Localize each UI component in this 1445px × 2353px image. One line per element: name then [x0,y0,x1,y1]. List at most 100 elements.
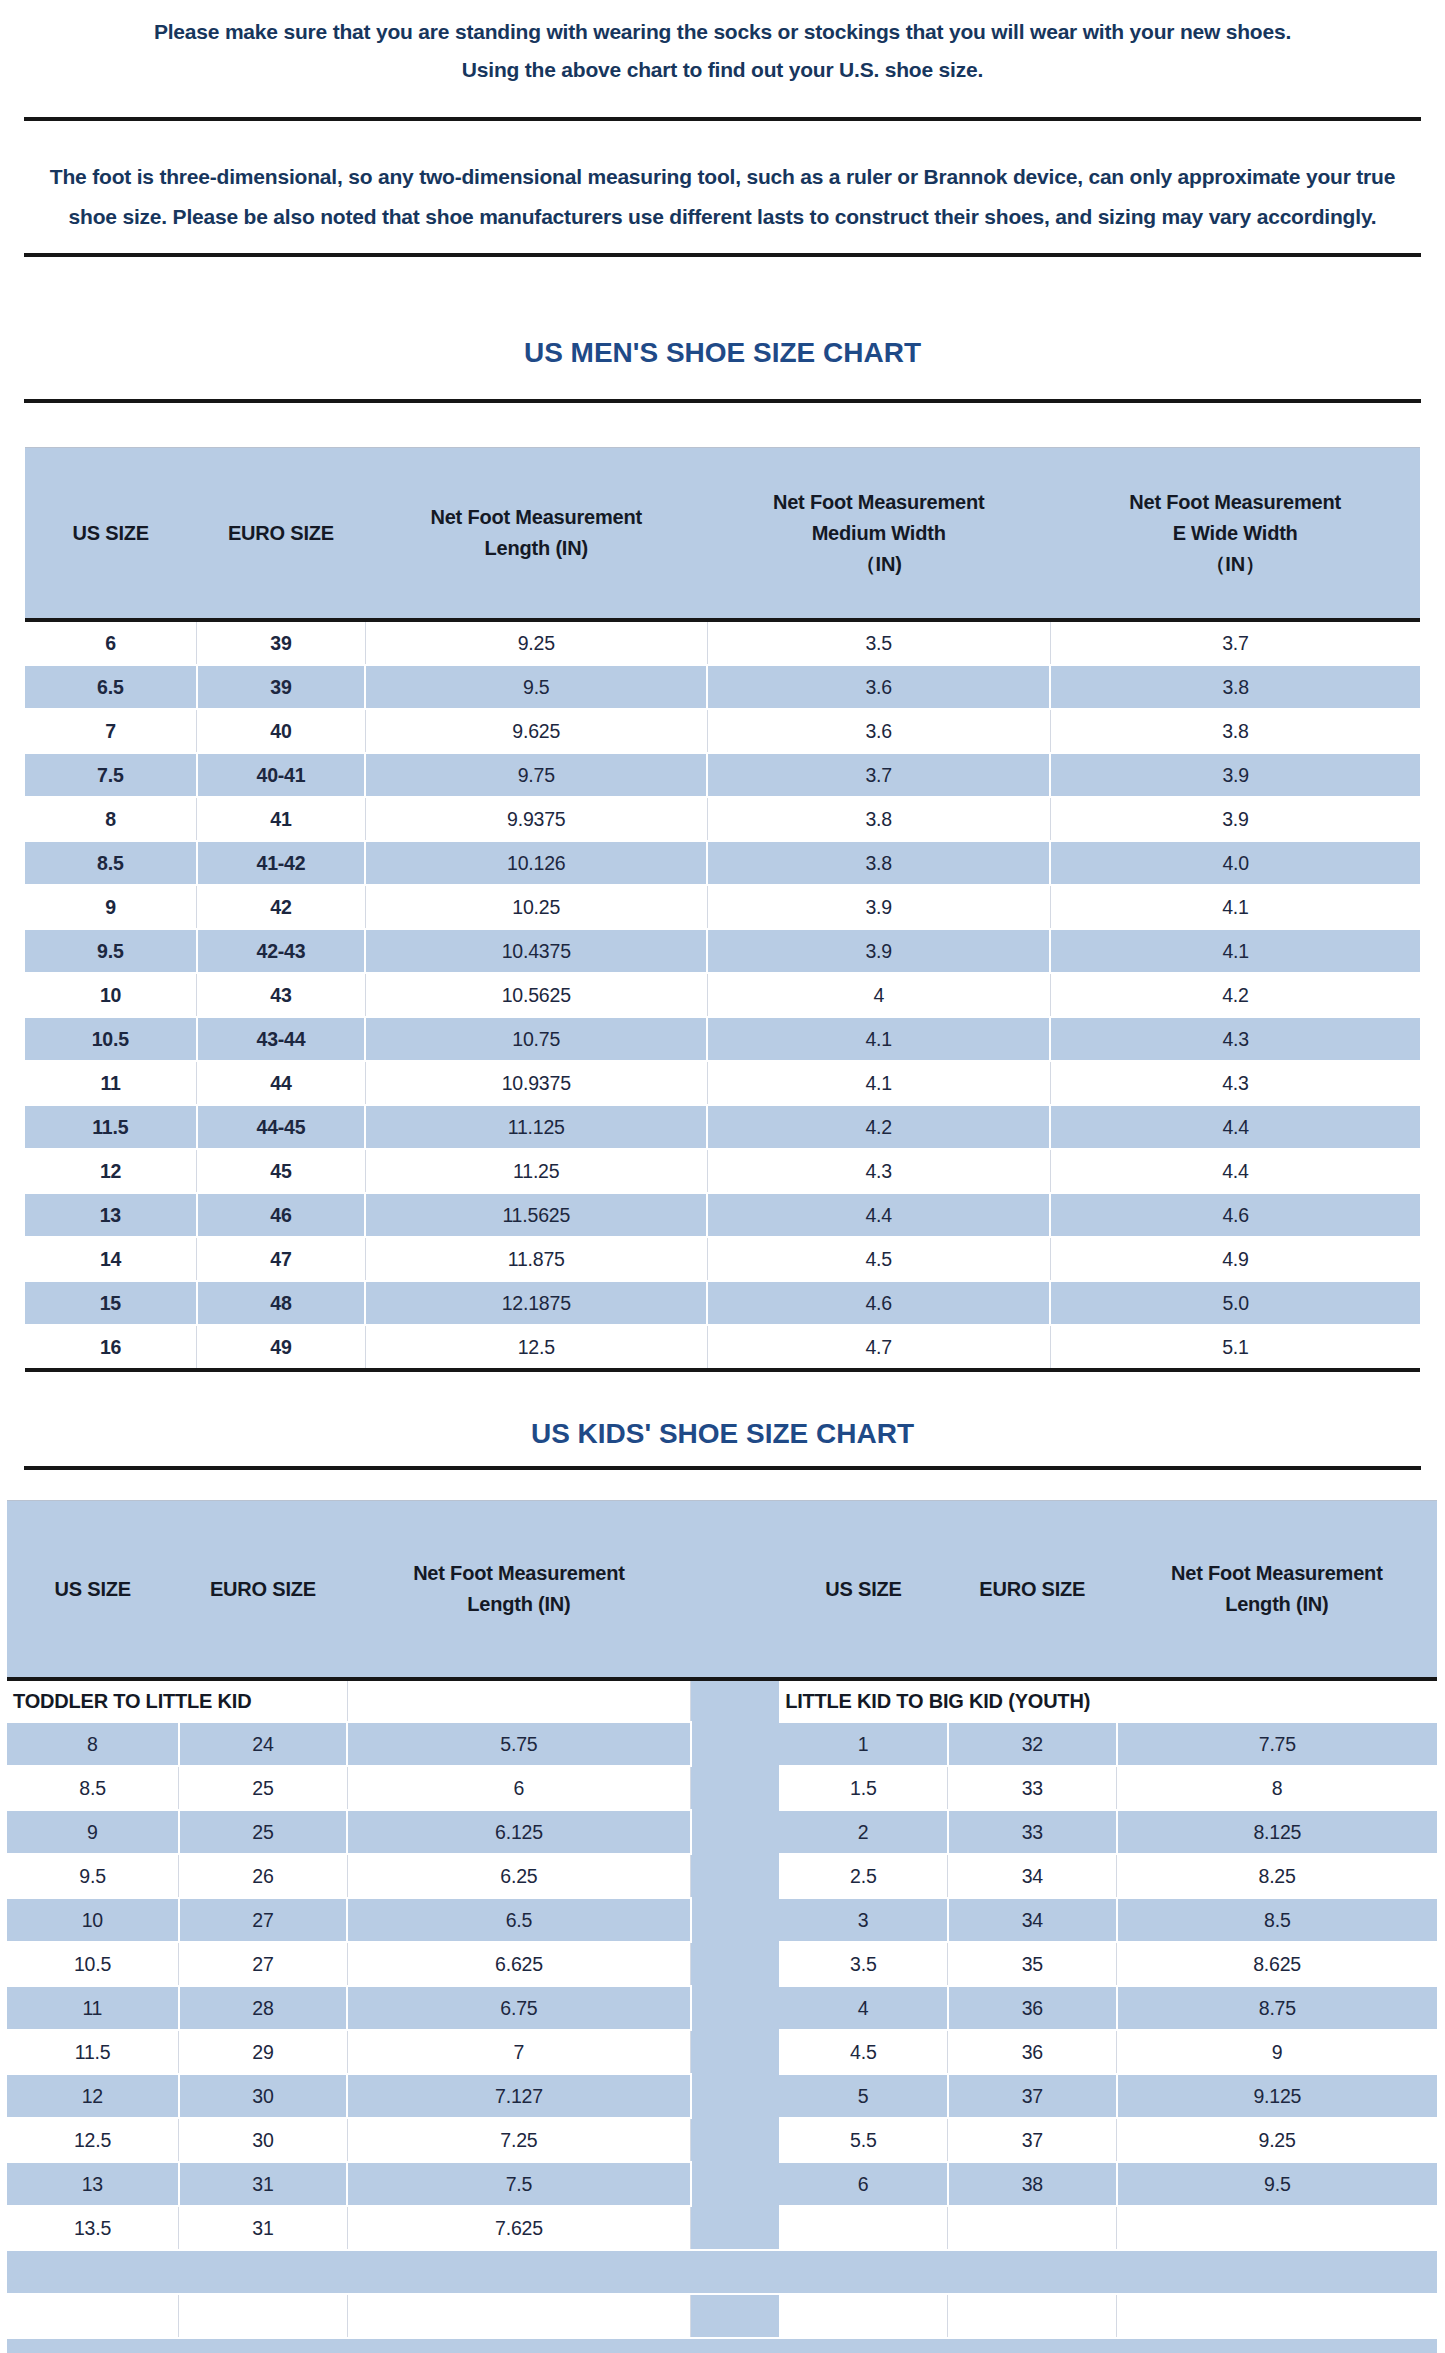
kids-cell: 11 [7,1986,179,2030]
mens-cell: 42 [197,885,366,929]
mens-cell: 3.5 [707,620,1050,665]
kids-cell: 6.125 [347,1810,690,1854]
mens-cell: 11.125 [365,1105,707,1149]
kids-cell [1117,2206,1437,2250]
mens-cell: 8.5 [25,841,197,885]
mens-cell: 43-44 [197,1017,366,1061]
mens-cell: 4.1 [1050,929,1420,973]
gutter-cell [691,1722,780,1766]
kids-empty-row [7,2338,1437,2353]
gutter-cell [691,1810,780,1854]
kids-table-row: 9.5266.252.5348.25 [7,1854,1437,1898]
mens-table-row: 6399.253.53.7 [25,620,1420,665]
mens-cell: 13 [25,1193,197,1237]
kids-cell: 12 [7,2074,179,2118]
mens-cell: 4.3 [1050,1061,1420,1105]
kids-cell: 6 [779,2162,948,2206]
mens-cell: 12.1875 [365,1281,707,1325]
toddler-section-label: TODDLER TO LITTLE KID [7,1679,347,1722]
gutter-cell [691,2030,780,2074]
kids-cell: 25 [179,1810,348,1854]
kids-cell: 34 [948,1854,1117,1898]
mens-cell: 4.1 [707,1017,1050,1061]
mens-cell: 10.25 [365,885,707,929]
mens-cell: 9.5 [25,929,197,973]
mens-cell: 4.0 [1050,841,1420,885]
mens-cell: 41-42 [197,841,366,885]
kids-header-row: US SIZE EURO SIZE Net Foot Measurement L… [7,1501,1437,1680]
kids-cell: 2.5 [779,1854,948,1898]
gutter-cell [691,2206,780,2250]
mens-cell: 8 [25,797,197,841]
col-header-medium-width: Net Foot Measurement Medium Width （IN) [707,448,1050,621]
kids-cell: 28 [179,1986,348,2030]
kids-chart-title: US KIDS' SHOE SIZE CHART [0,1418,1445,1450]
mens-cell: 3.7 [1050,620,1420,665]
kids-cell: 6.75 [347,1986,690,2030]
kids-cell: 27 [179,1942,348,1986]
kids-table-row: 9256.1252338.125 [7,1810,1437,1854]
kids-table-row: 13317.56389.5 [7,2162,1437,2206]
mens-cell: 4.2 [707,1105,1050,1149]
mens-cell: 45 [197,1149,366,1193]
kids-table-row: 13.5317.625 [7,2206,1437,2250]
mens-cell: 10.4375 [365,929,707,973]
mens-cell: 48 [197,1281,366,1325]
mens-table-row: 144711.8754.54.9 [25,1237,1420,1281]
kids-cell: 31 [179,2206,348,2250]
mens-cell: 14 [25,1237,197,1281]
gutter-cell [691,1854,780,1898]
col-header-length-left: Net Foot Measurement Length (IN) [347,1501,690,1680]
mens-cell: 46 [197,1193,366,1237]
kids-cell: 5.75 [347,1722,690,1766]
kids-table-row: 11.52974.5369 [7,2030,1437,2074]
gutter-header [691,1501,780,1680]
mens-table-row: 114410.93754.14.3 [25,1061,1420,1105]
mens-cell: 7.5 [25,753,197,797]
kids-cell: 8 [7,1722,179,1766]
kids-cell: 7.25 [347,2118,690,2162]
mens-cell: 15 [25,1281,197,1325]
mens-chart-title: US MEN'S SHOE SIZE CHART [0,337,1445,369]
mens-table-row: 11.544-4511.1254.24.4 [25,1105,1420,1149]
kids-cell: 25 [179,1766,348,1810]
empty-cell [179,2294,348,2338]
kids-cell: 36 [948,1986,1117,2030]
empty-cell [7,2294,179,2338]
mens-cell: 4.1 [1050,885,1420,929]
kids-size-table: US SIZE EURO SIZE Net Foot Measurement L… [7,1500,1437,2353]
empty-cell [1117,2294,1437,2338]
mens-table-row: 7.540-419.753.73.9 [25,753,1420,797]
shoe-size-document: Please make sure that you are standing w… [0,0,1445,2353]
mens-cell: 11.25 [365,1149,707,1193]
mens-cell: 3.8 [707,797,1050,841]
mens-cell: 40-41 [197,753,366,797]
kids-cell: 32 [948,1722,1117,1766]
divider [24,1466,1421,1470]
divider [24,399,1421,403]
kids-empty-row [7,2294,1437,2338]
col-header-e-wide-width: Net Foot Measurement E Wide Width （IN） [1050,448,1420,621]
mens-cell: 44 [197,1061,366,1105]
kids-cell: 3.5 [779,1942,948,1986]
mens-cell: 4.4 [707,1193,1050,1237]
kids-cell: 7.5 [347,2162,690,2206]
kids-cell: 9.25 [1117,2118,1437,2162]
mens-cell: 3.8 [1050,665,1420,709]
mens-table-row: 154812.18754.65.0 [25,1281,1420,1325]
empty-cell [347,1679,690,1722]
mens-cell: 3.8 [1050,709,1420,753]
kids-cell: 33 [948,1810,1117,1854]
col-header-euro-size-right: EURO SIZE [948,1501,1117,1680]
kids-cell: 6.25 [347,1854,690,1898]
kids-cell: 5.5 [779,2118,948,2162]
col-header-us-size-left: US SIZE [7,1501,179,1680]
col-header-euro-size: EURO SIZE [197,448,366,621]
mens-cell: 3.8 [707,841,1050,885]
mens-cell: 4.7 [707,1325,1050,1370]
mens-cell: 4.9 [1050,1237,1420,1281]
mens-table-row: 94210.253.94.1 [25,885,1420,929]
mens-cell: 41 [197,797,366,841]
mens-table-row: 10.543-4410.754.14.3 [25,1017,1420,1061]
kids-cell: 6.5 [347,1898,690,1942]
